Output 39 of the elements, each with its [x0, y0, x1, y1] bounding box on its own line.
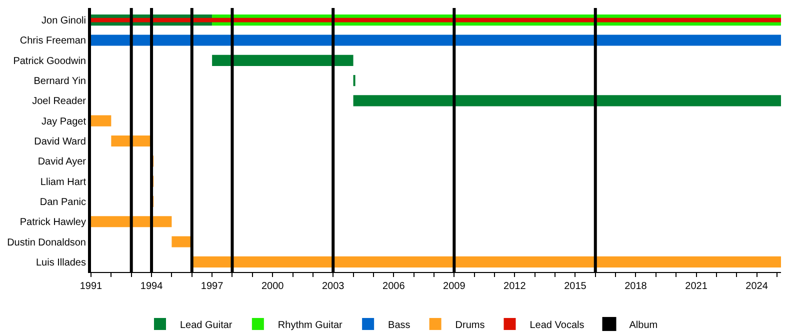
- legend-label: Lead Vocals: [530, 320, 584, 331]
- legend-label: Album: [629, 320, 658, 331]
- bar: [91, 115, 112, 126]
- y-tick-label: Jon Ginoli: [42, 16, 86, 27]
- y-tick-label: Dan Panic: [40, 196, 86, 208]
- x-tick-label: 2015: [564, 281, 587, 292]
- x-tick-label: 2006: [382, 281, 406, 292]
- y-tick-label: Patrick Goodwin: [13, 56, 86, 67]
- x-tick-label: 2009: [443, 281, 466, 292]
- y-tick-label: Joel Reader: [32, 96, 87, 108]
- x-tick-label: 1991: [80, 281, 103, 292]
- bar: [172, 236, 192, 248]
- y-tick-label: Lliam Hart: [40, 176, 86, 188]
- legend-label: Rhythm Guitar: [278, 320, 344, 331]
- y-tick-label: David Ward: [34, 136, 86, 148]
- bar: [91, 216, 172, 228]
- x-tick-label: 1994: [140, 281, 164, 292]
- x-tick-label: 2012: [504, 281, 526, 292]
- y-tick-label: David Ayer: [38, 156, 87, 168]
- y-tick-label: Dustin Donaldson: [7, 237, 86, 248]
- y-tick-label: Bernard Yin: [34, 76, 86, 88]
- x-tick-label: 1997: [200, 281, 224, 292]
- x-tick-label: 2018: [624, 281, 648, 292]
- y-tick-label: Chris Freeman: [20, 36, 86, 47]
- legend-label: Lead Guitar: [180, 320, 233, 331]
- bar: [212, 54, 354, 66]
- legend-label: Drums: [455, 320, 485, 331]
- y-tick-label: Luis Illades: [36, 257, 86, 268]
- bar: [91, 18, 781, 22]
- y-tick-label: Jay Paget: [42, 116, 86, 128]
- bar: [353, 95, 781, 106]
- legend-label: Bass: [388, 320, 410, 331]
- bar: [192, 256, 781, 268]
- x-tick-label: 2003: [322, 281, 345, 292]
- x-tick-label: 2021: [685, 281, 708, 292]
- bar: [91, 34, 781, 46]
- y-tick-label: Patrick Hawley: [20, 217, 86, 228]
- x-tick-label: 2024: [746, 281, 768, 292]
- x-tick-label: 2000: [261, 281, 284, 292]
